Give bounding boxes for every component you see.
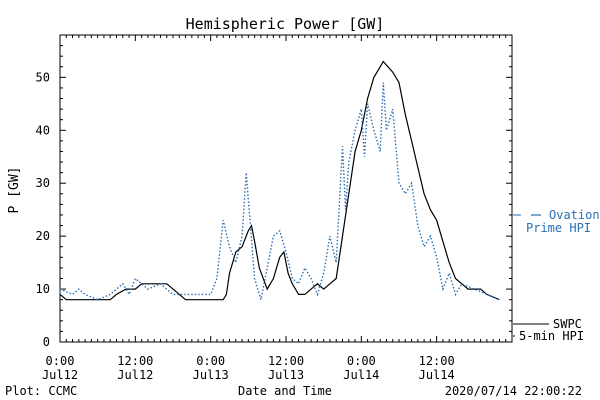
x-tick-time-label: 0:00 xyxy=(347,354,376,368)
x-tick-time-label: 0:00 xyxy=(46,354,75,368)
legend-ovation-label: Ovation xyxy=(549,208,600,222)
y-tick-label: 0 xyxy=(43,335,50,349)
legend: Ovation Prime HPI SWPC 5-min HPI xyxy=(513,208,600,343)
legend-ovation-label-2: Prime HPI xyxy=(526,221,591,235)
legend-swpc-label-2: 5-min HPI xyxy=(519,329,584,343)
x-tick-time-label: 12:00 xyxy=(117,354,153,368)
x-tick-date-label: Jul13 xyxy=(193,368,229,382)
plot-credit: Plot: CCMC xyxy=(5,384,77,398)
x-tick-date-label: Jul14 xyxy=(419,368,455,382)
chart-title: Hemispheric Power [GW] xyxy=(186,15,385,33)
x-tick-date-label: Jul12 xyxy=(42,368,78,382)
series-line-ovation xyxy=(59,82,500,301)
x-tick-time-label: 12:00 xyxy=(268,354,304,368)
legend-swpc-label: SWPC xyxy=(553,317,582,331)
x-tick-date-label: Jul12 xyxy=(117,368,153,382)
x-tick-date-label: Jul14 xyxy=(343,368,379,382)
y-tick-label: 50 xyxy=(36,70,50,84)
x-tick-time-label: 12:00 xyxy=(419,354,455,368)
x-axis-ticks: 0:00Jul1212:00Jul120:00Jul1312:00Jul130:… xyxy=(42,35,513,382)
y-axis-label: P [GW] xyxy=(7,167,22,214)
series-layer xyxy=(59,60,500,301)
plot-frame xyxy=(59,34,513,343)
x-tick-date-label: Jul13 xyxy=(268,368,304,382)
plot-timestamp: 2020/07/14 22:00:22 xyxy=(445,384,582,398)
y-axis-ticks: 0 10 20 30 40 50 xyxy=(36,34,512,349)
y-tick-label: 20 xyxy=(36,229,50,243)
x-tick-time-label: 0:00 xyxy=(196,354,225,368)
y-tick-label: 40 xyxy=(36,123,50,137)
y-tick-label: 30 xyxy=(36,176,50,190)
y-tick-label: 10 xyxy=(36,282,50,296)
x-axis-label: Date and Time xyxy=(238,384,332,398)
series-line-swpc xyxy=(59,60,500,301)
